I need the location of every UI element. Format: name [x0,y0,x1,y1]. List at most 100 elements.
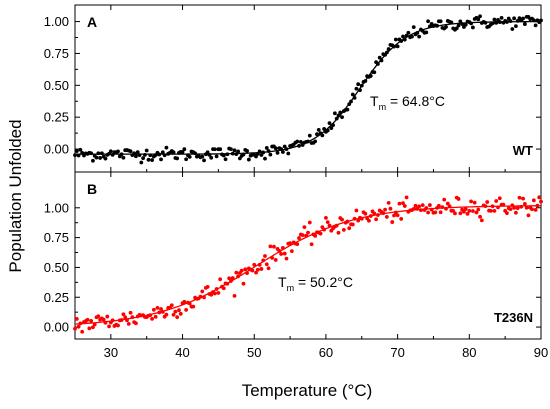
data-point [401,34,405,39]
data-point [514,24,518,29]
data-point [98,156,102,160]
data-point [123,315,128,320]
data-point [76,324,81,329]
y-axis-label: Population Unfolded [6,119,25,272]
data-point [234,270,239,275]
data-point [383,207,387,212]
data-point [134,321,138,326]
data-point [246,157,251,162]
y-tick-label: 0.25 [44,290,69,305]
data-point [151,307,156,312]
data-point [209,292,214,297]
x-tick-label: 70 [390,345,404,360]
data-point [268,152,273,157]
data-point [297,236,301,240]
data-point [307,133,312,138]
data-point [116,149,120,154]
data-point [347,226,352,231]
data-point [479,218,484,223]
data-point [173,309,178,314]
data-point [284,256,289,261]
data-point [426,210,430,215]
data-point [218,277,223,282]
data-point [254,270,258,275]
data-point [499,15,504,20]
data-point [476,207,481,212]
data-point [200,154,205,159]
data-point [155,305,160,310]
data-point [94,155,99,160]
data-point [202,158,206,163]
data-point [522,22,527,26]
data-point [160,150,165,155]
data-point [200,289,205,294]
data-point [230,276,235,280]
panel-a: 0.00 0.25 0.50 0.75 1.00 A WT Tm = 64.8°C [44,4,543,173]
y-tick-label: 1.00 [44,14,69,29]
data-point [159,157,163,162]
x-tick-label: 80 [462,345,476,360]
data-point [325,220,330,225]
data-point [354,208,359,213]
data-point [354,86,359,91]
data-point [272,244,276,249]
data-point [295,242,300,247]
data-point [289,249,294,254]
data-point [286,151,291,156]
data-point [121,312,126,317]
data-point [182,147,187,152]
y-tick-label: 0.00 [44,320,69,335]
data-point [96,314,101,319]
data-point [472,200,477,205]
data-point [426,19,430,24]
data-point [533,23,538,28]
data-point [74,149,79,154]
data-point [221,153,226,158]
data-point [474,210,479,215]
data-point [404,195,409,200]
data-point [150,158,154,162]
panel-letter: A [87,14,97,30]
data-point [227,276,232,281]
data-point [454,26,459,31]
data-point [116,323,120,328]
data-point [469,199,473,204]
data-point [223,157,228,162]
data-point [150,316,154,321]
data-point [263,156,267,161]
data-point [340,217,344,222]
data-point [73,326,77,331]
data-point [424,30,429,35]
y-tick-label: 0.75 [44,46,69,61]
data-point [184,308,189,312]
data-point [517,195,522,200]
data-point [463,207,468,211]
data-point [456,197,461,201]
scatter-points [73,195,543,334]
data-point [315,132,319,137]
data-point [522,201,527,206]
y-tick-label: 0.50 [44,78,69,93]
data-point [135,150,140,154]
data-point [356,218,361,223]
tm-annotation: Tm = 64.8°C [370,93,445,112]
data-point [302,225,307,229]
y-axis-title: Population Unfolded [6,119,25,272]
fit-line [75,20,542,155]
data-point [177,308,181,313]
data-point [467,208,472,213]
data-point [171,312,176,317]
data-point [505,211,509,216]
y-tick-label: 0.50 [44,260,69,275]
data-point [144,148,149,153]
data-point [470,25,475,30]
data-point [327,121,332,126]
panel-frame [74,171,542,340]
data-point [191,304,196,309]
data-point [476,17,481,22]
data-point [462,209,466,214]
data-point [209,155,214,160]
data-point [164,145,169,150]
data-point [153,314,158,319]
data-point [413,203,418,208]
